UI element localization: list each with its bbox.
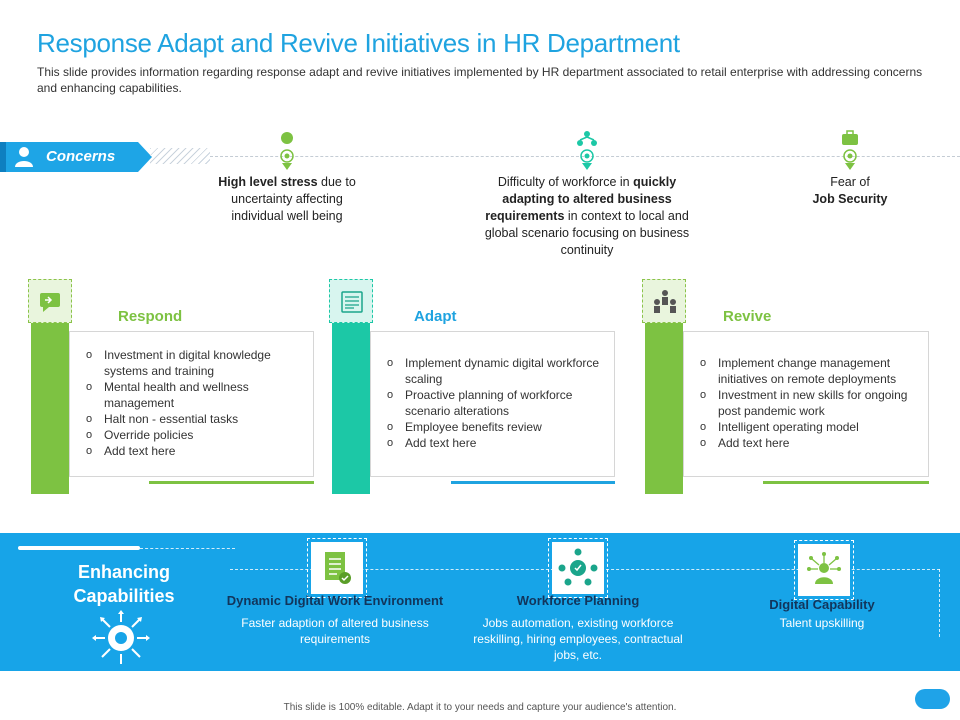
list-item: Investment in new skills for ongoing pos… xyxy=(700,387,924,419)
list-item: Proactive planning of workforce scenario… xyxy=(387,387,609,419)
list-item: Add text here xyxy=(86,443,308,459)
cap-title-dynamic: Dynamic Digital Work Environment xyxy=(226,593,444,608)
concern-stress-bold: High level stress xyxy=(218,175,318,189)
cap-title-digital: Digital Capability xyxy=(769,597,875,612)
adapt-title: Adapt xyxy=(414,308,457,325)
revive-title: Revive xyxy=(723,308,772,325)
concern-job-bold: Job Security xyxy=(812,192,888,206)
cap-desc-digital: Talent upskilling xyxy=(779,616,865,630)
briefcase-icon xyxy=(842,130,858,170)
slide-pill xyxy=(915,689,950,709)
cap-title-workforce: Workforce Planning xyxy=(516,593,640,608)
concern-stress-text: due to uncertainty affecting individual … xyxy=(231,175,356,223)
respond-list: Investment in digital knowledge systems … xyxy=(86,347,308,459)
chat-icon xyxy=(40,293,60,312)
hatch-decoration xyxy=(150,148,210,164)
network-icon xyxy=(577,131,597,170)
brain-icon xyxy=(280,132,294,170)
list-item: Investment in digital knowledge systems … xyxy=(86,347,308,379)
list-item: Employee benefits review xyxy=(387,419,609,435)
adapt-bar xyxy=(332,323,370,494)
list-item: Implement change management initiatives … xyxy=(700,355,924,387)
page-subtitle: This slide provides information regardin… xyxy=(37,65,923,95)
enhancing-title: Enhancing Capabilities xyxy=(40,560,208,608)
band-dash-right xyxy=(939,569,940,637)
respond-title: Respond xyxy=(118,308,183,325)
concern-adapting-text: in context to local and global scenario … xyxy=(484,209,690,257)
cap-desc-dynamic: Faster adaption of altered business requ… xyxy=(241,616,429,646)
concern-item-job-security: Fear of Job Security xyxy=(790,174,910,208)
team-icon xyxy=(654,290,676,313)
enhancing-title-line1: Enhancing xyxy=(77,562,170,582)
concern-adapting-pre: Difficulty of workforce in xyxy=(497,175,634,189)
adapt-icon-box xyxy=(329,279,373,323)
list-item: Implement dynamic digital workforce scal… xyxy=(387,355,609,387)
page-title: Response Adapt and Revive Initiatives in… xyxy=(37,28,680,58)
checklist-icon-box xyxy=(307,538,367,598)
list-item: Add text here xyxy=(700,435,924,451)
concern-job-pre: Fear of xyxy=(830,175,870,189)
workforce-icon xyxy=(558,548,598,586)
revive-list: Implement change management initiatives … xyxy=(700,355,924,451)
workforce-icon-box xyxy=(548,538,608,598)
cap-desc-workforce: Jobs automation, existing workforce resk… xyxy=(473,616,683,662)
concern-item-adapting: Difficulty of workforce in quickly adapt… xyxy=(474,174,700,259)
footer-note: This slide is 100% editable. Adapt it to… xyxy=(283,702,677,713)
list-item: Override policies xyxy=(86,427,308,443)
concern-item-stress: High level stress due to uncertainty aff… xyxy=(212,174,362,225)
concerns-label: Concerns xyxy=(46,148,116,165)
user-icon xyxy=(15,147,33,167)
checklist-icon xyxy=(325,552,351,584)
list-item: Add text here xyxy=(387,435,609,451)
adapt-underline xyxy=(451,481,615,484)
concern-adapting-bold: quickly adapting to altered business req… xyxy=(485,175,677,223)
concerns-tag xyxy=(0,142,152,172)
digital-person-icon xyxy=(807,552,841,584)
revive-underline xyxy=(763,481,929,484)
document-icon xyxy=(341,291,363,313)
band-strip xyxy=(18,546,140,550)
list-item: Halt non - essential tasks xyxy=(86,411,308,427)
respond-underline xyxy=(149,481,314,484)
list-item: Mental health and wellness management xyxy=(86,379,308,411)
list-item: Intelligent operating model xyxy=(700,419,924,435)
adapt-list: Implement dynamic digital workforce scal… xyxy=(387,355,609,451)
band-dash-top xyxy=(140,548,235,549)
respond-bar xyxy=(31,323,69,494)
respond-icon-box xyxy=(28,279,72,323)
enhancing-title-line2: Capabilities xyxy=(73,586,175,606)
digital-person-icon-box xyxy=(794,540,854,600)
revive-bar xyxy=(645,323,683,494)
revive-icon-box xyxy=(642,279,686,323)
gear-brain-icon xyxy=(92,610,150,664)
